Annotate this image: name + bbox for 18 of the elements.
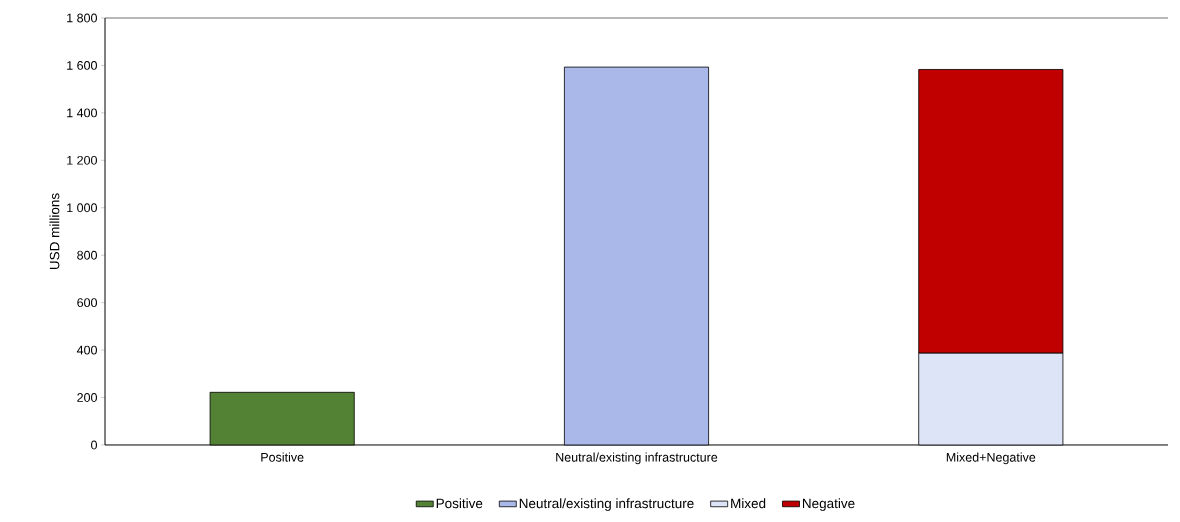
legend-label: Negative [802,498,855,511]
y-axis-title: USD millions [49,193,60,270]
legend-label: Positive [436,498,483,509]
y-tick-label: 1 400 [67,108,97,118]
y-tick-label: 1 600 [67,61,97,70]
y-tick-label: 800 [77,250,97,260]
x-tick-label: Mixed+Negative [946,452,1036,465]
y-tick-label: 1 000 [67,203,97,213]
y-tick-label: 1 200 [67,155,97,165]
y-tick-label: 600 [77,298,97,308]
y-tick-label: 0 [91,440,98,450]
y-tick-label: 400 [76,345,97,355]
y-tick-label: 1 800 [67,13,97,23]
y-tick-label: 200 [77,393,97,402]
x-tick-label: Neutral/existing infrastructure [556,452,718,465]
x-tick-label: Positive [261,452,304,462]
legend-label: Mixed [731,498,766,509]
legend-label: Neutral/existing infrastructure [519,498,694,511]
